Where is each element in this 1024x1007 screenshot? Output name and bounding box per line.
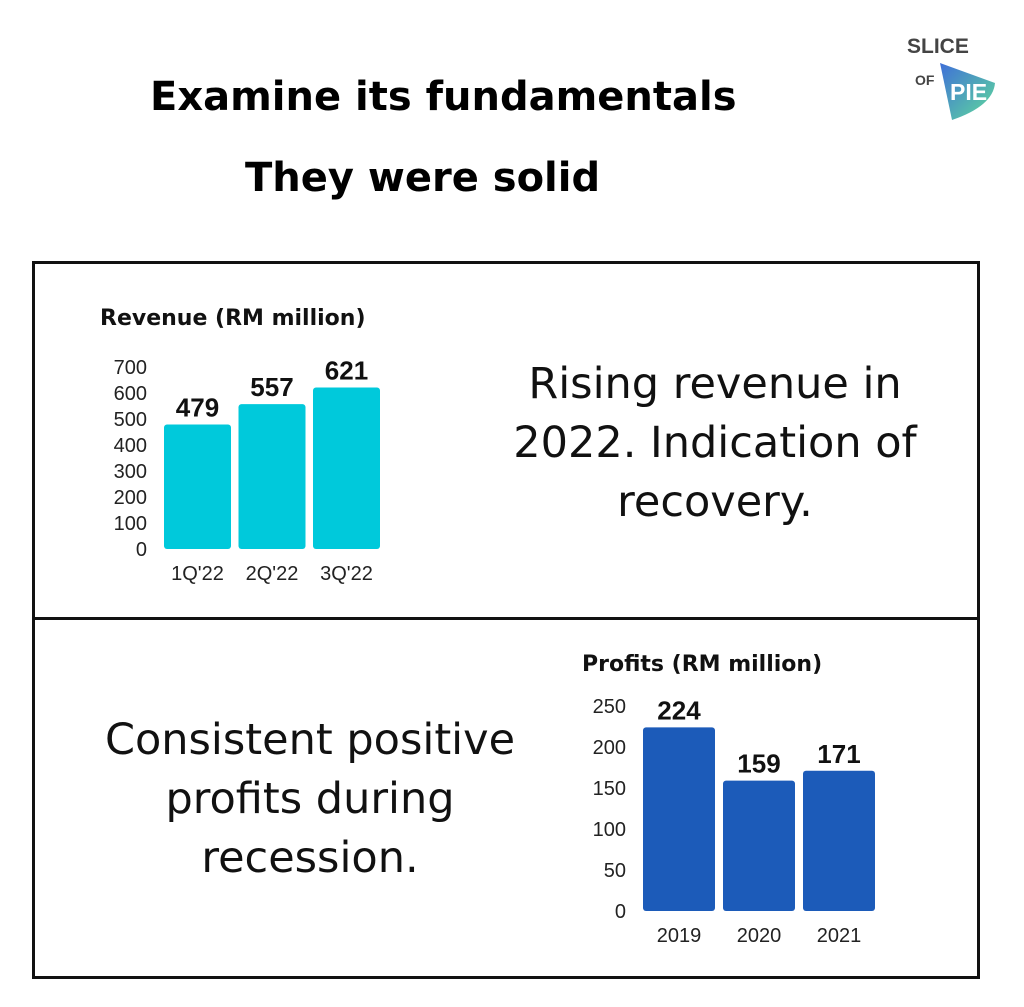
y-tick-label: 400 <box>114 435 147 457</box>
revenue-commentary: Rising revenue in 2022. Indication of re… <box>513 359 917 527</box>
x-tick-label: 1Q'22 <box>171 563 224 585</box>
y-tick-label: 100 <box>114 513 147 535</box>
x-tick-label: 3Q'22 <box>320 563 373 585</box>
x-tick-label: 2Q'22 <box>246 563 299 585</box>
revenue-chart-title: Revenue (RM million) <box>100 306 366 331</box>
panel-divider <box>32 617 980 620</box>
y-tick-label: 200 <box>114 487 147 509</box>
page-title: Examine its fundamentals <box>150 74 737 120</box>
data-label: 621 <box>325 356 368 386</box>
svg-text:OF: OF <box>915 72 935 88</box>
bar <box>803 770 875 911</box>
page-subtitle: They were solid <box>245 155 601 201</box>
profits-commentary: Consistent positive profits during reces… <box>104 715 516 883</box>
slice-of-pie-logo: SLICE OF PIE <box>895 28 1000 123</box>
y-tick-label: 50 <box>604 860 626 882</box>
y-tick-label: 150 <box>593 778 626 800</box>
profits-chart-title: Profits (RM million) <box>582 652 823 677</box>
y-tick-label: 250 <box>593 696 626 718</box>
y-tick-label: 0 <box>615 901 626 923</box>
y-tick-label: 100 <box>593 819 626 841</box>
profits-chart: 0 50 100 150 200 250 224 2019 159 2020 171 2021 <box>593 695 875 947</box>
y-tick-label: 200 <box>593 737 626 759</box>
svg-text:PIE: PIE <box>950 79 987 105</box>
bar <box>313 387 380 549</box>
y-tick-label: 300 <box>114 461 147 483</box>
y-tick-label: 500 <box>114 409 147 431</box>
x-tick-label: 2019 <box>657 925 702 947</box>
bar <box>643 727 715 911</box>
revenue-chart: 0 100 200 300 400 500 600 700 479 1Q'22 557 2Q'22 62… <box>114 356 380 585</box>
data-label: 159 <box>737 749 780 779</box>
y-tick-label: 0 <box>136 539 147 561</box>
data-label: 479 <box>176 392 219 422</box>
x-tick-label: 2020 <box>737 925 782 947</box>
data-label: 224 <box>657 695 701 725</box>
y-tick-label: 600 <box>114 383 147 405</box>
bar <box>723 780 795 911</box>
svg-text:SLICE: SLICE <box>907 35 969 58</box>
y-tick-label: 700 <box>114 357 147 379</box>
bar <box>164 424 231 549</box>
data-label: 557 <box>250 372 293 402</box>
top-panel-frame <box>32 261 980 979</box>
data-label: 171 <box>817 739 860 769</box>
bar <box>238 404 306 549</box>
x-tick-label: 2021 <box>817 925 862 947</box>
